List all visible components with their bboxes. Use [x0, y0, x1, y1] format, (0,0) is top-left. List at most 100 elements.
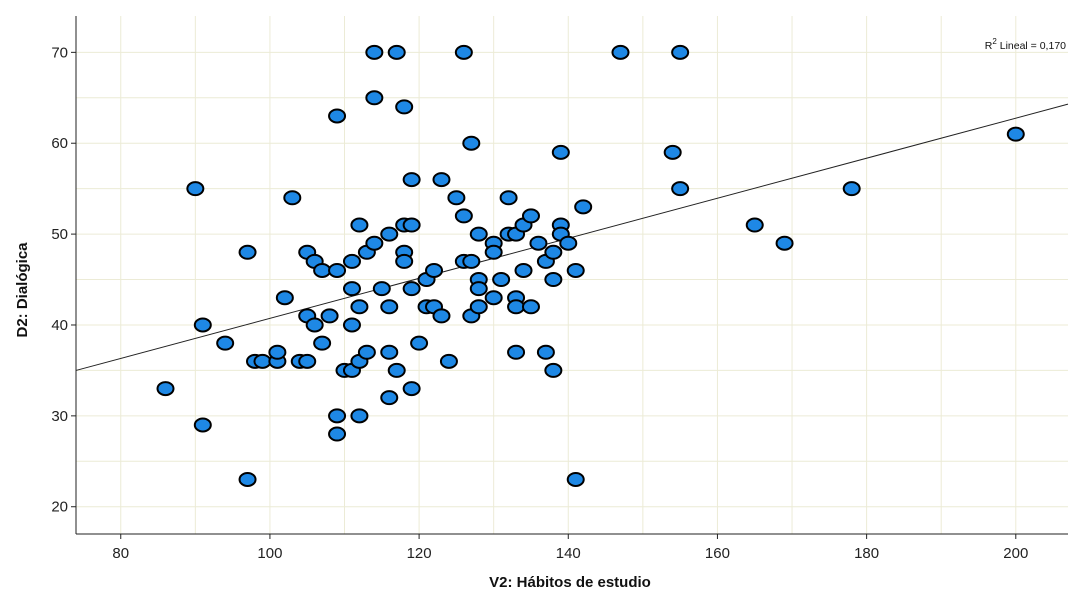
data-point: [313, 335, 332, 351]
data-point: [574, 199, 593, 215]
data-point: [432, 172, 451, 188]
data-point: [387, 362, 406, 378]
data-point: [454, 44, 473, 60]
data-point: [492, 272, 511, 288]
data-point: [328, 408, 347, 424]
y-tick-label: 20: [51, 499, 68, 516]
data-point: [544, 362, 563, 378]
data-point: [544, 272, 563, 288]
data-point: [469, 281, 488, 297]
data-point: [380, 344, 399, 360]
data-point: [313, 262, 332, 278]
data-point: [238, 244, 257, 260]
data-point: [193, 417, 212, 433]
data-point: [320, 308, 339, 324]
x-tick-label: 100: [257, 545, 282, 562]
y-axis-title: D2: Dialógica: [14, 242, 31, 338]
y-tick-labels: 20 30 40 50 60 70: [51, 44, 76, 516]
data-point: [402, 281, 421, 297]
data-point: [536, 344, 555, 360]
data-point: [283, 190, 302, 206]
data-point: [410, 335, 429, 351]
data-point: [671, 44, 690, 60]
gridlines: [76, 16, 1068, 534]
data-point: [350, 299, 369, 315]
data-point: [432, 308, 451, 324]
data-point: [469, 299, 488, 315]
r2-prefix: R: [985, 40, 993, 52]
data-point: [298, 353, 317, 369]
data-point: [521, 208, 540, 224]
data-point: [328, 108, 347, 124]
data-point: [305, 317, 324, 333]
data-point: [253, 353, 272, 369]
data-point: [402, 217, 421, 233]
data-point: [387, 44, 406, 60]
data-point: [559, 235, 578, 251]
data-point: [238, 471, 257, 487]
y-tick-label: 30: [51, 408, 68, 425]
data-point: [499, 190, 518, 206]
data-point: [372, 281, 391, 297]
data-point: [611, 44, 630, 60]
data-point: [514, 262, 533, 278]
data-point: [469, 226, 488, 242]
data-point: [663, 144, 682, 160]
x-tick-label: 160: [705, 545, 730, 562]
data-point: [462, 253, 481, 269]
data-point: [395, 99, 414, 115]
data-point: [402, 381, 421, 397]
data-point: [342, 281, 361, 297]
data-point: [328, 426, 347, 442]
data-point: [365, 44, 384, 60]
data-point: [842, 181, 861, 197]
x-tick-label: 140: [556, 545, 581, 562]
x-tick-label: 120: [407, 545, 432, 562]
data-point: [425, 262, 444, 278]
data-point: [544, 244, 563, 260]
data-point: [566, 471, 585, 487]
x-tick-label: 200: [1003, 545, 1028, 562]
data-point: [342, 317, 361, 333]
data-point: [484, 244, 503, 260]
data-point: [380, 226, 399, 242]
data-point: [439, 353, 458, 369]
data-point: [775, 235, 794, 251]
data-point: [529, 235, 548, 251]
data-point: [275, 290, 294, 306]
data-point: [507, 299, 526, 315]
data-point: [462, 135, 481, 151]
data-point: [395, 253, 414, 269]
data-point: [193, 317, 212, 333]
data-point: [328, 262, 347, 278]
x-tick-labels: 80 100 120 140 160 180 200: [112, 534, 1028, 562]
data-point: [566, 262, 585, 278]
data-point: [350, 217, 369, 233]
data-point: [507, 344, 526, 360]
data-point: [350, 408, 369, 424]
x-tick-label: 80: [112, 545, 129, 562]
x-tick-label: 180: [854, 545, 879, 562]
data-point: [268, 344, 287, 360]
data-point: [484, 290, 503, 306]
data-point: [380, 390, 399, 406]
data-point: [216, 335, 235, 351]
data-point: [156, 381, 175, 397]
data-point: [380, 299, 399, 315]
r2-suffix: Lineal = 0,170: [997, 40, 1066, 52]
axes: [75, 16, 1068, 535]
y-tick-label: 60: [51, 135, 68, 152]
data-point: [1006, 126, 1025, 142]
data-point: [357, 344, 376, 360]
y-tick-label: 50: [51, 226, 68, 243]
data-point: [671, 181, 690, 197]
data-point: [521, 299, 540, 315]
r-squared-annotation: R2 Lineal = 0,170: [985, 37, 1066, 52]
data-point: [342, 253, 361, 269]
data-point: [365, 235, 384, 251]
y-tick-label: 70: [51, 44, 68, 61]
data-point: [186, 181, 205, 197]
data-points: [156, 44, 1025, 487]
data-point: [551, 144, 570, 160]
